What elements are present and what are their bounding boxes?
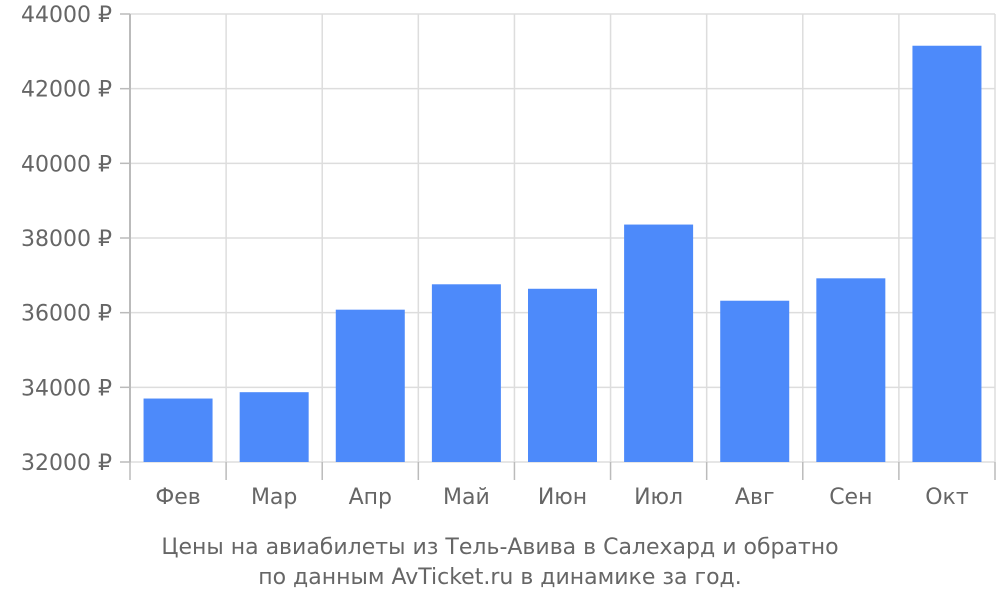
y-tick-label: 40000 ₽ bbox=[21, 152, 112, 177]
y-tick-label: 42000 ₽ bbox=[21, 78, 112, 103]
y-tick-label: 34000 ₽ bbox=[21, 376, 112, 401]
bar-5 bbox=[528, 288, 597, 462]
chart-caption-line-2: по данным AvTicket.ru в динамике за год. bbox=[258, 565, 742, 590]
x-tick-label: Авг bbox=[735, 485, 775, 510]
bar-4 bbox=[431, 284, 501, 462]
bar-2 bbox=[239, 392, 309, 462]
bars bbox=[143, 45, 982, 462]
x-tick-label: Сен bbox=[829, 485, 872, 510]
y-tick-label: 32000 ₽ bbox=[21, 451, 112, 476]
x-tick-label: Июн bbox=[538, 485, 587, 510]
y-tick-label: 44000 ₽ bbox=[21, 3, 112, 28]
bar-6 bbox=[624, 224, 694, 462]
tick-labels: 32000 ₽ 34000 ₽ 36000 ₽ 38000 ₽ 40000 ₽ 42000… bbox=[21, 3, 969, 510]
chart-caption-line-1: Цены на авиабилеты из Тель-Авива в Салех… bbox=[161, 535, 839, 560]
x-tick-label: Мар bbox=[251, 485, 297, 510]
bar-8 bbox=[816, 278, 886, 462]
x-tick-label: Май bbox=[443, 485, 490, 510]
bar-1 bbox=[143, 398, 213, 462]
x-tick-label: Апр bbox=[349, 485, 392, 510]
axes bbox=[120, 13, 996, 480]
bar-7 bbox=[720, 300, 790, 462]
x-tick-label: Окт bbox=[925, 485, 969, 510]
x-tick-label: Июл bbox=[634, 485, 683, 510]
x-tick-label: Фев bbox=[155, 485, 200, 510]
grid bbox=[129, 13, 996, 463]
y-tick-label: 36000 ₽ bbox=[21, 302, 112, 327]
bar-3 bbox=[335, 309, 405, 462]
bar-9 bbox=[912, 45, 982, 462]
y-tick-label: 38000 ₽ bbox=[21, 227, 112, 252]
